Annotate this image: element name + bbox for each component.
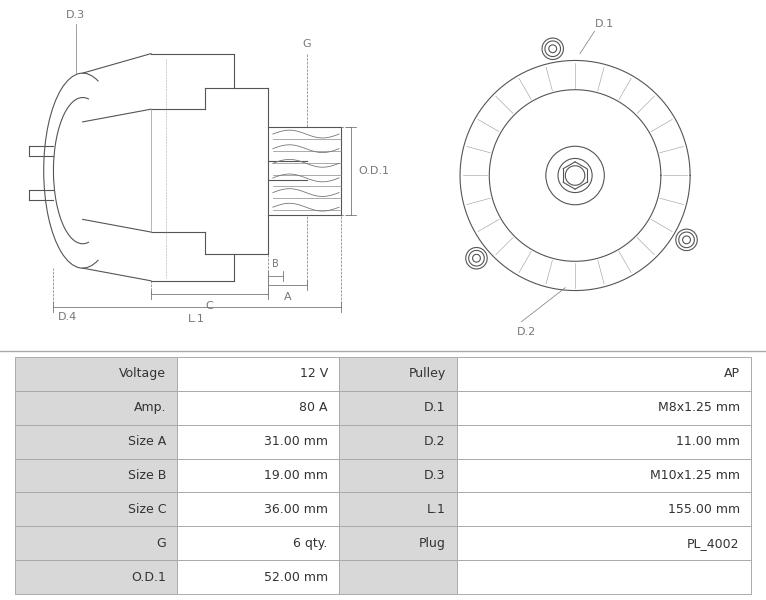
Text: Size C: Size C	[128, 503, 166, 516]
FancyBboxPatch shape	[15, 391, 177, 425]
Text: PL_4002: PL_4002	[687, 537, 740, 550]
Text: O.D.1: O.D.1	[131, 571, 166, 584]
Text: G: G	[156, 537, 166, 550]
FancyBboxPatch shape	[15, 493, 177, 526]
Text: 6 qty.: 6 qty.	[293, 537, 328, 550]
Text: G: G	[303, 39, 311, 49]
FancyBboxPatch shape	[457, 560, 751, 594]
Text: L.1: L.1	[427, 503, 446, 516]
FancyBboxPatch shape	[177, 425, 339, 458]
Text: C: C	[205, 301, 213, 311]
Text: D.2: D.2	[424, 435, 446, 448]
FancyBboxPatch shape	[457, 526, 751, 560]
FancyBboxPatch shape	[177, 493, 339, 526]
Text: D.3: D.3	[67, 10, 86, 19]
Text: D.2: D.2	[516, 326, 536, 337]
Text: D.1: D.1	[594, 19, 614, 29]
FancyBboxPatch shape	[339, 526, 457, 560]
Text: D.3: D.3	[424, 469, 446, 482]
FancyBboxPatch shape	[177, 560, 339, 594]
Text: 80 A: 80 A	[300, 401, 328, 414]
Text: Size A: Size A	[128, 435, 166, 448]
Text: Amp.: Amp.	[133, 401, 166, 414]
FancyBboxPatch shape	[339, 493, 457, 526]
FancyBboxPatch shape	[339, 357, 457, 391]
FancyBboxPatch shape	[177, 526, 339, 560]
Text: D.4: D.4	[58, 312, 77, 322]
FancyBboxPatch shape	[15, 357, 177, 391]
FancyBboxPatch shape	[457, 425, 751, 458]
Text: AP: AP	[724, 367, 740, 380]
Text: M8x1.25 mm: M8x1.25 mm	[657, 401, 740, 414]
FancyBboxPatch shape	[15, 560, 177, 594]
Text: L.1: L.1	[188, 314, 205, 324]
Text: M10x1.25 mm: M10x1.25 mm	[650, 469, 740, 482]
Text: D.1: D.1	[424, 401, 446, 414]
Text: 12 V: 12 V	[300, 367, 328, 380]
FancyBboxPatch shape	[177, 357, 339, 391]
FancyBboxPatch shape	[339, 560, 457, 594]
Text: Voltage: Voltage	[119, 367, 166, 380]
FancyBboxPatch shape	[457, 458, 751, 493]
Text: 31.00 mm: 31.00 mm	[264, 435, 328, 448]
Text: 11.00 mm: 11.00 mm	[676, 435, 740, 448]
FancyBboxPatch shape	[177, 391, 339, 425]
FancyBboxPatch shape	[457, 391, 751, 425]
FancyBboxPatch shape	[15, 526, 177, 560]
FancyBboxPatch shape	[15, 425, 177, 458]
FancyBboxPatch shape	[177, 458, 339, 493]
Text: A: A	[283, 292, 291, 302]
Text: Pulley: Pulley	[408, 367, 446, 380]
Text: 19.00 mm: 19.00 mm	[264, 469, 328, 482]
FancyBboxPatch shape	[339, 458, 457, 493]
Text: O.D.1: O.D.1	[358, 166, 390, 176]
FancyBboxPatch shape	[457, 357, 751, 391]
Text: 52.00 mm: 52.00 mm	[264, 571, 328, 584]
Text: Size B: Size B	[128, 469, 166, 482]
Text: Plug: Plug	[419, 537, 446, 550]
FancyBboxPatch shape	[339, 425, 457, 458]
FancyBboxPatch shape	[339, 391, 457, 425]
Text: 36.00 mm: 36.00 mm	[264, 503, 328, 516]
Text: 155.00 mm: 155.00 mm	[667, 503, 740, 516]
Text: B: B	[273, 259, 279, 269]
FancyBboxPatch shape	[457, 493, 751, 526]
FancyBboxPatch shape	[15, 458, 177, 493]
